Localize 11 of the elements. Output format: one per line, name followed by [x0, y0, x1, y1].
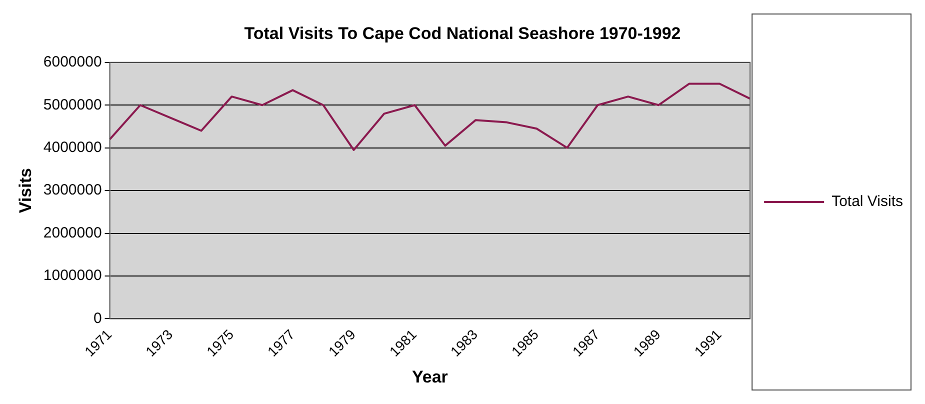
y-tick-label: 1000000 — [43, 267, 102, 284]
chart-title: Total Visits To Cape Cod National Seashore 1970-1992 — [244, 24, 681, 43]
y-tick-label: 3000000 — [43, 182, 102, 199]
y-tick-label: 5000000 — [43, 96, 102, 114]
y-tick-label: 6000000 — [43, 54, 102, 71]
y-axis-title: Visits — [16, 168, 35, 214]
x-axis-title: Year — [412, 367, 448, 386]
y-tick-label: 2000000 — [43, 224, 102, 242]
y-tick-label: 0 — [93, 310, 102, 327]
legend-label: Total Visits — [832, 193, 904, 210]
y-tick-label: 4000000 — [43, 138, 102, 156]
